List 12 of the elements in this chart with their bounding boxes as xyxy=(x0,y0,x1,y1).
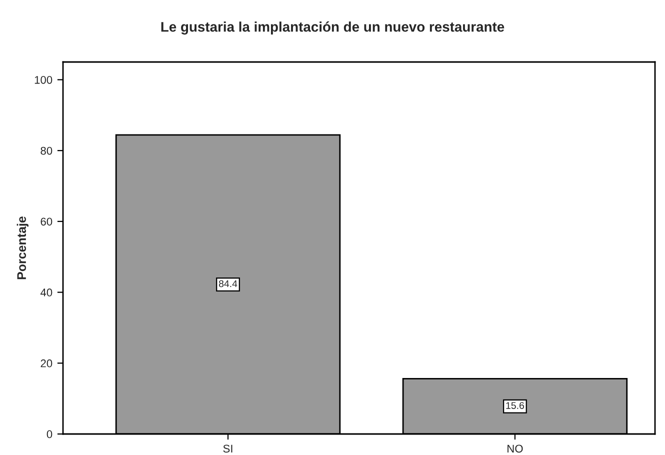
data-label: 15.6 xyxy=(506,402,524,409)
data-label: 84.4 xyxy=(218,280,238,288)
x-tick-label: SI xyxy=(223,444,232,453)
x-tick-label: NO xyxy=(508,444,523,453)
y-axis-title: Porcentaje xyxy=(16,216,28,280)
y-tick-label: 20 xyxy=(40,359,52,368)
y-tick-label: 0 xyxy=(46,430,52,438)
y-tick-label: 60 xyxy=(40,218,52,226)
y-tick-label: 80 xyxy=(40,146,52,155)
y-tick-label: 100 xyxy=(34,76,52,84)
chart-title: Le gustaria la implantación de un nuevo restaurante xyxy=(161,21,504,35)
y-tick-label: 40 xyxy=(40,288,52,296)
